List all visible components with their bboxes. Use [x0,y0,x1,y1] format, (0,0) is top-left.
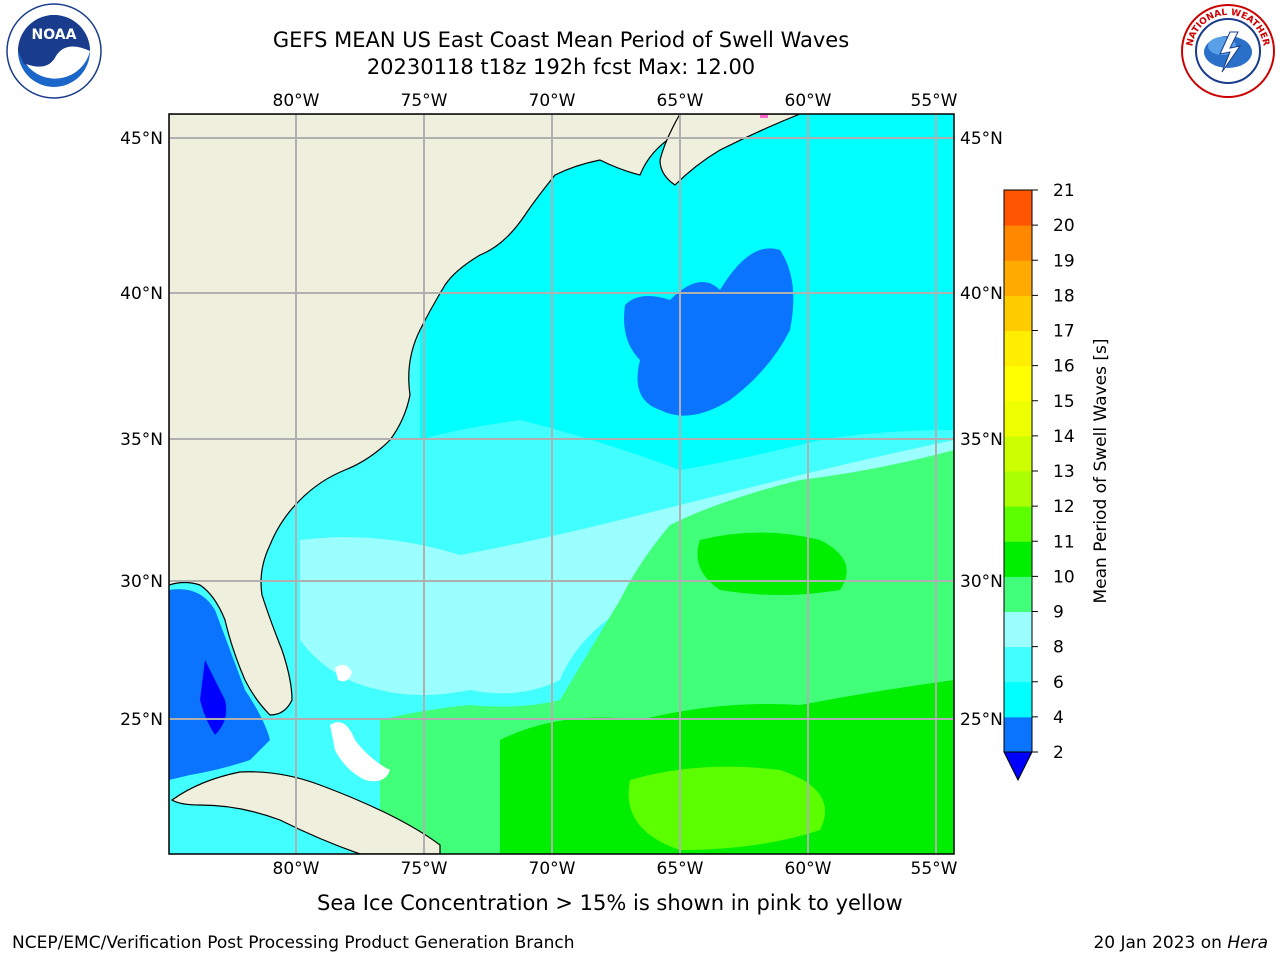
colorbar-tick-label: 10 [1053,567,1075,587]
bottom-lon-label: 70°W [529,859,576,879]
bottom-lon-label: 75°W [401,859,448,879]
bottom-lon-label: 55°W [911,859,958,879]
colorbar-segment [1004,260,1032,296]
nws-logo: NATIONAL WEATHER SERVICE [1178,2,1275,98]
bottom-lon-label: 60°W [785,859,832,879]
colorbar-tick-label: 17 [1053,322,1075,342]
colorbar-tick-label: 18 [1053,286,1075,306]
colorbar-segment [1004,330,1032,367]
noaa-logo-text: NOAA [32,27,77,43]
colorbar-tick-label: 11 [1053,532,1075,552]
left-lat-label: 30°N [120,572,163,592]
colorbar-segment [1004,646,1032,683]
colorbar-tick-label: 9 [1053,603,1064,623]
top-lon-labels: 80°W 75°W 70°W 65°W 60°W 55°W [273,91,958,111]
colorbar-tick-label: 6 [1053,673,1064,693]
gulf-blue-region [169,589,270,780]
left-lat-labels: 45°N 40°N 35°N 30°N 25°N [120,129,163,730]
colorbar-tick-label: 13 [1053,462,1075,482]
noaa-logo: NOAA [6,3,102,99]
map-gridlines [169,114,954,854]
map-frame [168,113,955,855]
footer-host: Hera [1227,933,1268,953]
left-lat-label: 35°N [120,430,163,450]
bottom-lon-label: 80°W [273,859,320,879]
bottom-lon-labels: 80°W 75°W 70°W 65°W 60°W 55°W [273,859,958,879]
colorbar-segment [1004,435,1032,472]
colorbar-segment [1004,295,1032,331]
top-lon-label: 60°W [785,91,832,111]
colorbar-tick-label: 4 [1053,708,1064,728]
top-lon-label: 70°W [529,91,576,111]
colorbar-segment [1004,471,1032,507]
lime-green-patch [628,766,825,850]
colorbar-segment [1004,576,1032,612]
colorbar-segment [1004,506,1032,542]
right-lat-label: 30°N [960,572,1003,592]
colorbar-tick-label: 12 [1053,497,1075,517]
right-lat-labels: 45°N 40°N 35°N 30°N 25°N [960,129,1003,730]
colorbar-segment [1004,541,1032,577]
footer-producer: NCEP/EMC/Verification Post Processing Pr… [12,933,575,953]
top-lon-label: 55°W [911,91,958,111]
right-lat-label: 40°N [960,284,1003,304]
colorbar-tick-label: 19 [1053,251,1075,271]
colorbar-segment [1004,716,1032,753]
bahamas-shallow [330,722,390,782]
left-lat-label: 25°N [120,710,163,730]
sea-ice-note-text: Sea Ice Concentration > 15% is shown in … [317,891,903,915]
blue-patch-offshore [624,248,794,416]
right-lat-label: 35°N [960,430,1003,450]
gulf-deep-blue-patch [200,660,227,735]
map-subtitle: 20230118 t18z 192h fcst Max: 12.00 [366,55,756,79]
top-lon-label: 80°W [273,91,320,111]
colorbar-label: Mean Period of Swell Waves [s] [1091,339,1111,604]
map-field [169,114,954,854]
colorbar-extend-triangle [1003,751,1033,782]
top-lon-label: 65°W [657,91,704,111]
colorbar-segment [1004,190,1032,226]
colorbar-tick-label: 15 [1053,392,1075,412]
colorbar-segment [1004,225,1032,261]
bahamas-shallow-north [335,664,352,682]
right-lat-label: 25°N [960,710,1003,730]
left-lat-label: 45°N [120,129,163,149]
sea-ice-marker [760,114,768,118]
top-lon-label: 75°W [401,91,448,111]
right-lat-label: 45°N [960,129,1003,149]
colorbar-segment [1004,611,1032,648]
colorbar: 2 4 6 8 9 10 11 12 13 14 15 16 17 18 19 20 21 [1003,181,1075,782]
colorbar-segment [1004,681,1032,718]
colorbar-tick-label: 2 [1053,743,1064,763]
colorbar-segment [1004,365,1032,402]
footer-date-host: 20 Jan 2023 on Hera [1093,933,1268,953]
colorbar-tick-label: 8 [1053,638,1064,658]
colorbar-tick-label: 16 [1053,357,1075,377]
bright-green-patch [697,532,847,595]
maritimes-landmass [659,114,801,186]
map-title: GEFS MEAN US East Coast Mean Period of S… [272,28,850,52]
colorbar-tick-label: 21 [1053,181,1075,201]
bottom-lon-label: 65°W [657,859,704,879]
colorbar-segment [1004,400,1032,437]
footer-date: 20 Jan 2023 on [1093,933,1228,953]
colorbar-tick-label: 20 [1053,216,1075,236]
colorbar-tick-label: 14 [1053,427,1075,447]
left-lat-label: 40°N [120,284,163,304]
